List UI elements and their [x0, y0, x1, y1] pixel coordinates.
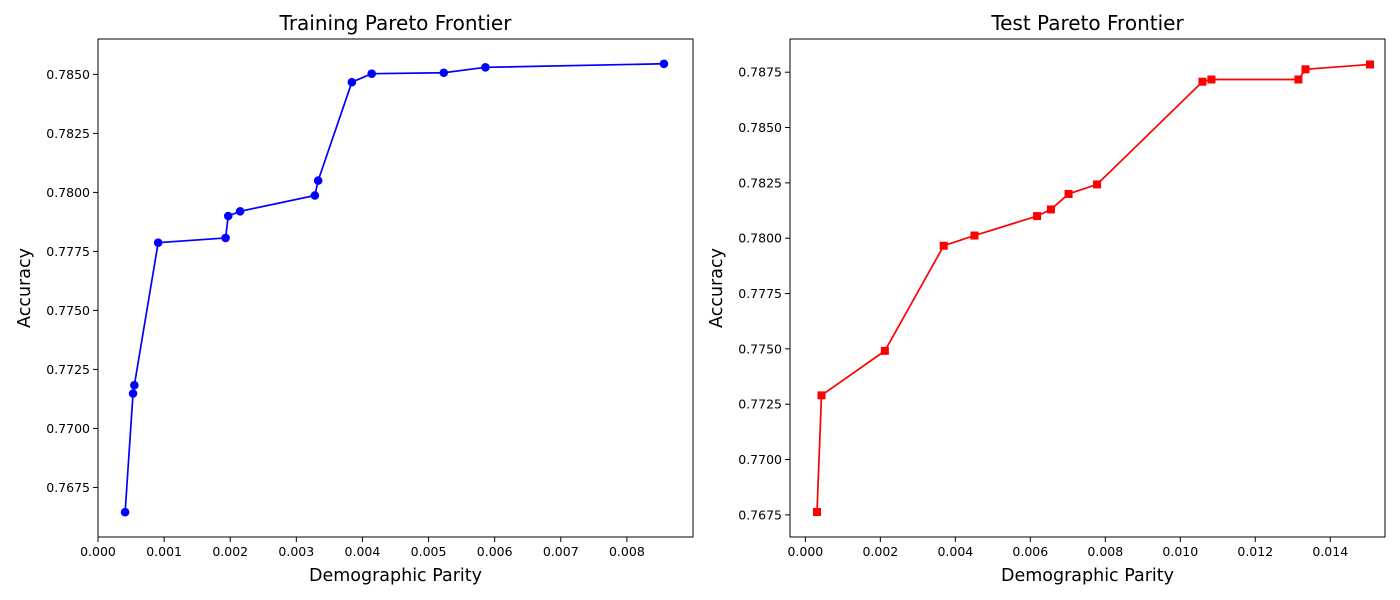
test-data-point-3	[939, 241, 948, 250]
train-data-point-12	[481, 63, 490, 72]
train-x-tick-label-1: 0.001	[146, 544, 182, 559]
test-data-point-0	[812, 507, 821, 516]
train-y-tick-label-4: 0.7775	[46, 244, 90, 259]
test-data-point-10	[1207, 75, 1216, 84]
training-chart-title: Training Pareto Frontier	[279, 11, 513, 35]
test-x-ticks: 0.000 0.002 0.004 0.006 0.008 0.010 0.012 0.014	[787, 537, 1348, 559]
test-plot-area	[789, 38, 1386, 538]
train-x-tick-label-4: 0.004	[345, 544, 381, 559]
test-y-tick-label-6: 0.7825	[738, 175, 782, 190]
train-data-point-4	[221, 233, 230, 243]
train-data-point-2	[130, 380, 139, 390]
test-x-tick-label-2: 0.004	[937, 544, 973, 559]
test-series-line	[816, 63, 1371, 513]
train-y-tick-label-0: 0.7675	[46, 480, 90, 495]
train-x-tick-label-5: 0.005	[411, 544, 447, 559]
train-y-tick-label-6: 0.7825	[46, 126, 90, 141]
test-data-point-13	[1366, 60, 1375, 69]
test-markers	[812, 60, 1375, 516]
train-y-tick-label-3: 0.7750	[46, 303, 90, 318]
train-x-tick-label-7: 0.007	[543, 544, 579, 559]
train-y-tick-label-5: 0.7800	[46, 185, 90, 200]
train-x-tick-label-8: 0.008	[609, 544, 645, 559]
train-data-point-1	[128, 389, 138, 398]
train-y-tick-label-1: 0.7700	[46, 421, 90, 436]
test-data-point-2	[880, 346, 889, 355]
test-x-tick-label-4: 0.008	[1087, 544, 1123, 559]
test-x-tick-label-3: 0.006	[1012, 544, 1048, 559]
training-y-axis-label: Accuracy	[15, 248, 35, 328]
train-data-point-6	[235, 206, 245, 216]
train-data-point-13	[659, 59, 669, 69]
train-y-tick-label-2: 0.7725	[46, 362, 90, 377]
test-data-point-8	[1093, 180, 1102, 189]
training-series-line	[124, 62, 664, 513]
test-x-tick-label-6: 0.012	[1237, 544, 1273, 559]
test-data-point-9	[1198, 77, 1207, 86]
test-data-point-11	[1294, 75, 1303, 84]
training-chart: Training Pareto Frontier 0.000 0.001 0.002…	[15, 11, 694, 586]
train-data-point-9	[347, 77, 357, 87]
train-x-tick-label-6: 0.006	[477, 544, 513, 559]
training-x-ticks: 0.000 0.001 0.002 0.003 0.004 0.005 0.006 0.007…	[80, 537, 645, 559]
test-y-tick-label-0: 0.7675	[738, 507, 782, 522]
train-data-point-7	[310, 191, 320, 200]
test-chart: Test Pareto Frontier 0.000 0.002 0.004 0.00…	[707, 11, 1386, 586]
train-data-point-0	[120, 507, 130, 517]
test-data-point-1	[817, 391, 826, 400]
test-y-tick-label-7: 0.7850	[738, 120, 782, 135]
train-data-point-3	[153, 238, 163, 247]
test-y-tick-label-3: 0.7750	[738, 341, 782, 356]
test-data-point-6	[1046, 205, 1055, 214]
train-x-tick-label-2: 0.002	[212, 544, 248, 559]
test-data-point-7	[1064, 189, 1073, 198]
test-x-axis-label: Demographic Parity	[1001, 566, 1174, 586]
test-x-tick-label-1: 0.002	[862, 544, 898, 559]
training-y-ticks: 0.7675 0.7700 0.7725 0.7750 0.7775 0.7800 0.78…	[46, 67, 98, 495]
training-x-axis-label: Demographic Parity	[309, 566, 482, 586]
test-data-point-5	[1033, 212, 1042, 221]
train-x-tick-label-3: 0.003	[278, 544, 314, 559]
test-data-point-4	[970, 231, 979, 240]
train-data-point-10	[367, 69, 377, 78]
train-data-point-11	[439, 68, 449, 78]
test-chart-title: Test Pareto Frontier	[990, 11, 1184, 35]
test-y-tick-label-8: 0.7875	[738, 65, 782, 80]
test-y-ticks: 0.7675 0.7700 0.7725 0.7750 0.7775 0.7800 0.78…	[738, 65, 790, 522]
test-y-tick-label-4: 0.7775	[738, 286, 782, 301]
test-x-tick-label-0: 0.000	[787, 544, 823, 559]
train-x-tick-label-0: 0.000	[80, 544, 116, 559]
training-markers	[120, 59, 669, 517]
test-y-tick-label-2: 0.7725	[738, 397, 782, 412]
train-y-tick-label-7: 0.7850	[46, 67, 90, 82]
test-y-axis-label: Accuracy	[707, 248, 727, 328]
test-data-point-12	[1301, 65, 1310, 74]
training-plot-area	[97, 38, 694, 538]
test-y-tick-label-1: 0.7700	[738, 452, 782, 467]
test-x-tick-label-7: 0.014	[1312, 544, 1348, 559]
train-data-point-8	[313, 176, 323, 185]
test-x-tick-label-5: 0.010	[1162, 544, 1198, 559]
train-data-point-5	[223, 211, 233, 221]
test-y-tick-label-5: 0.7800	[738, 231, 782, 246]
